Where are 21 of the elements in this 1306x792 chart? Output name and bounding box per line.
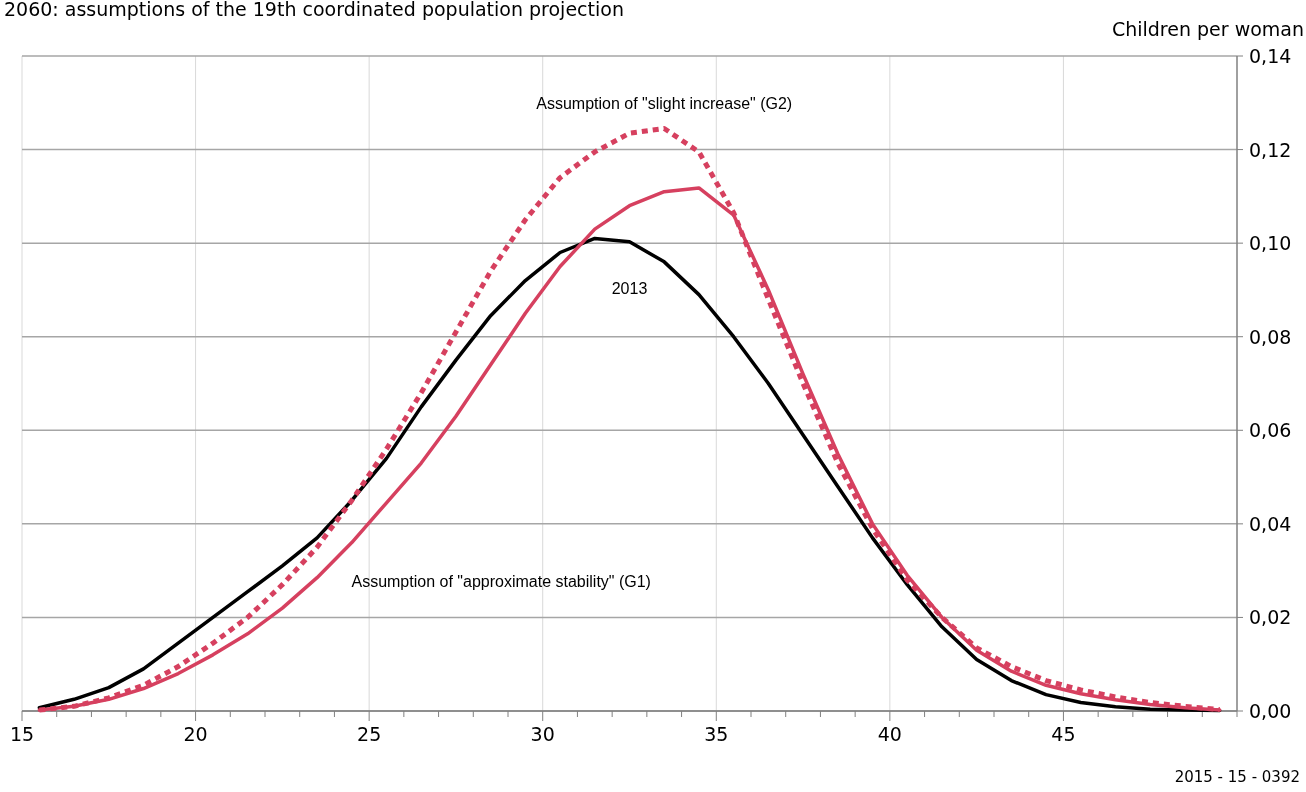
x-tick-label: 15 bbox=[9, 723, 35, 745]
y-tick-label: 0,06 bbox=[1249, 419, 1292, 442]
series-label: Assumption of "approximate stability" (G1) bbox=[351, 573, 651, 591]
y-tick-label: 0,00 bbox=[1249, 700, 1292, 722]
x-tick-label: 30 bbox=[530, 723, 555, 745]
x-tick-label: 40 bbox=[877, 723, 902, 745]
y-tick-label: 0,12 bbox=[1249, 138, 1292, 161]
series-label: 2013 bbox=[611, 279, 648, 297]
y-tick-label: 0,10 bbox=[1249, 232, 1292, 255]
y-axis-title: Children per woman bbox=[1111, 18, 1304, 40]
x-tick-label: 35 bbox=[704, 723, 729, 745]
y-tick-label: 0,02 bbox=[1249, 606, 1292, 629]
text: 2015 - 15 - 0392 bbox=[1174, 768, 1300, 786]
x-tick-label: 20 bbox=[183, 723, 208, 745]
x-tick-label: 45 bbox=[1051, 723, 1076, 745]
y-tick-label: 0,14 bbox=[1249, 45, 1292, 67]
series-label: Assumption of "slight increase" (G2) bbox=[536, 94, 793, 112]
x-tick-label: 25 bbox=[357, 723, 382, 745]
chart-title: 2060: assumptions of the 19th coordinated population projection bbox=[4, 0, 624, 20]
y-tick-label: 0,08 bbox=[1249, 325, 1292, 348]
y-tick-label: 0,04 bbox=[1249, 512, 1292, 535]
